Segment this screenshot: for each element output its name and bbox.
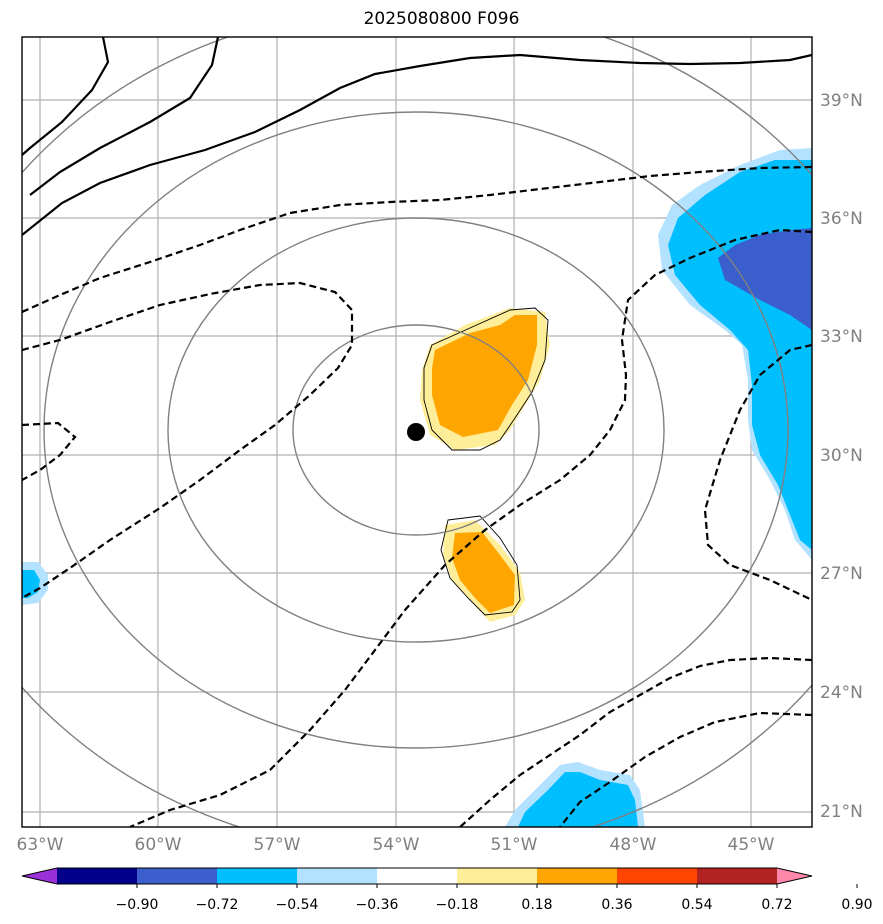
colorbar-segment xyxy=(457,868,538,884)
lat-label-24: 24°N xyxy=(820,683,863,703)
lon-label-54: 54°W xyxy=(373,835,420,855)
graticule xyxy=(22,37,812,827)
colorbar-tick-label: −0.18 xyxy=(436,897,479,913)
positive-anomaly-north xyxy=(420,307,550,451)
positive-anomaly-south xyxy=(440,515,525,622)
colorbar-tick-label: 0.90 xyxy=(841,897,872,913)
colorbar-extend-min xyxy=(22,868,57,884)
lon-label-60: 60°W xyxy=(135,835,182,855)
colorbar-tick-label: 0.36 xyxy=(601,897,632,913)
map-title: 2025080800 F096 xyxy=(363,9,520,29)
lon-label-57: 57°W xyxy=(254,835,301,855)
colorbar-tick-label: 0.54 xyxy=(681,897,712,913)
dashed-contours xyxy=(22,165,812,827)
map-frame xyxy=(21,36,813,828)
lon-labels: 63°W 60°W 57°W 54°W 51°W 48°W 45°W xyxy=(17,835,775,855)
colorbar-tick-label: 0.72 xyxy=(761,897,792,913)
negative-anomaly-east xyxy=(658,148,812,560)
lat-label-36: 36°N xyxy=(820,209,863,229)
lat-label-39: 39°N xyxy=(820,91,863,111)
colorbar-segment xyxy=(57,868,138,884)
lat-label-27: 27°N xyxy=(820,564,863,584)
colorbar-tick-label: −0.54 xyxy=(276,897,319,913)
lon-label-63: 63°W xyxy=(17,835,64,855)
colorbar-tick-label: −0.72 xyxy=(196,897,239,913)
colorbar-tick-label: −0.36 xyxy=(356,897,399,913)
colorbar-extend-max xyxy=(777,868,812,884)
range-rings xyxy=(22,37,812,827)
colorbar-segment xyxy=(697,868,778,884)
colorbar-tick-label: 0.18 xyxy=(521,897,552,913)
storm-center-marker xyxy=(407,423,425,441)
lat-label-30: 30°N xyxy=(820,446,863,466)
colorbar-segment xyxy=(537,868,618,884)
colorbar-tick-label: −0.90 xyxy=(116,897,159,913)
lon-label-51: 51°W xyxy=(491,835,538,855)
lon-label-48: 48°W xyxy=(610,835,657,855)
colorbar-segment xyxy=(137,868,218,884)
map-area xyxy=(22,37,812,827)
lon-label-45: 45°W xyxy=(728,835,775,855)
colorbar-segment xyxy=(377,868,458,884)
colorbar-segment xyxy=(297,868,378,884)
colorbar-labels: −0.90 −0.72 −0.54 −0.36 −0.18 0.18 0.36 0.54 0.7… xyxy=(116,897,873,913)
lat-label-33: 33°N xyxy=(820,327,863,347)
colorbar xyxy=(21,867,858,888)
colorbar-segment xyxy=(617,868,698,884)
colorbar-segment xyxy=(217,868,298,884)
solid-contours xyxy=(22,37,812,236)
lat-labels: 39°N 36°N 33°N 30°N 27°N 24°N 21°N xyxy=(820,91,863,822)
negative-anomaly-south xyxy=(505,762,645,827)
lat-label-21: 21°N xyxy=(820,802,863,822)
negative-anomaly-west xyxy=(22,562,48,605)
